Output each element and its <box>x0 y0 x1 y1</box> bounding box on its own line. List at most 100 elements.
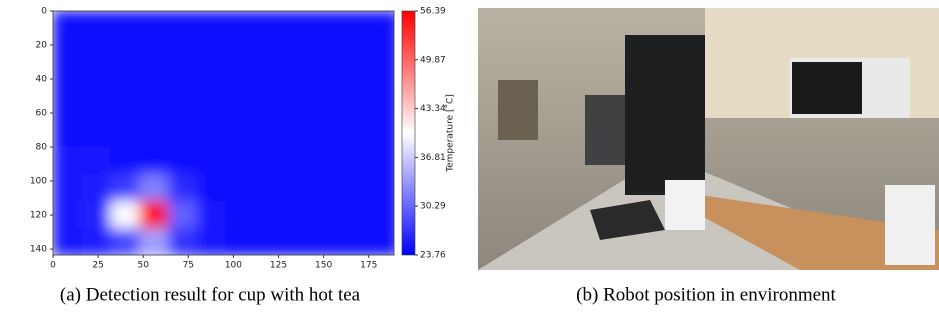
heat-cell <box>53 65 83 93</box>
heat-cell <box>53 147 83 175</box>
heat-cell <box>168 119 198 147</box>
heat-cell <box>341 65 371 93</box>
heat-cell <box>226 65 256 93</box>
heat-cell <box>139 201 169 229</box>
heat-cell <box>341 11 371 39</box>
heat-cell <box>53 92 83 120</box>
colorbar-tick-label: 36.81 <box>420 153 446 163</box>
figure: (a) Detection result for cup with hot te… <box>0 0 939 316</box>
heat-cell <box>139 65 169 93</box>
heat-cell <box>370 38 400 66</box>
heat-cell <box>226 11 256 39</box>
heat-cell <box>139 228 169 256</box>
y-tick-label: 20 <box>36 41 48 51</box>
heat-cell <box>139 119 169 147</box>
heat-cell <box>283 228 313 256</box>
heat-cell <box>312 38 342 66</box>
heat-cell <box>81 174 111 202</box>
heat-cell <box>168 201 198 229</box>
heat-cell <box>341 119 371 147</box>
heat-cell <box>255 38 285 66</box>
heat-cell <box>312 147 342 175</box>
heat-cell <box>197 119 227 147</box>
heat-cell <box>81 201 111 229</box>
y-tick-label: 0 <box>41 7 47 17</box>
heat-cell <box>197 174 227 202</box>
x-tick-label: 75 <box>183 261 194 271</box>
heat-cell <box>81 228 111 256</box>
heat-cell <box>53 228 83 256</box>
heat-cell <box>341 174 371 202</box>
heat-cell <box>139 147 169 175</box>
heat-cell <box>283 65 313 93</box>
heat-cell <box>341 92 371 120</box>
heat-cell <box>255 119 285 147</box>
heat-cell <box>283 11 313 39</box>
heat-cell <box>53 201 83 229</box>
heat-cell <box>370 119 400 147</box>
heat-cell <box>226 201 256 229</box>
y-tick-label: 120 <box>30 211 47 221</box>
colorbar-tick-label: 23.76 <box>420 251 446 261</box>
x-tick-label: 25 <box>92 261 103 271</box>
heat-cell <box>197 228 227 256</box>
heat-cell <box>139 11 169 39</box>
heat-cell <box>53 174 83 202</box>
x-tick-label: 125 <box>270 261 287 271</box>
robot-photo <box>478 8 939 270</box>
x-tick-label: 150 <box>315 261 332 271</box>
heat-cell <box>139 92 169 120</box>
heat-cell <box>81 11 111 39</box>
colorbar-label: Temperature [˚C] <box>445 94 456 173</box>
heat-cell <box>283 119 313 147</box>
heat-cell <box>197 92 227 120</box>
heat-cell <box>341 228 371 256</box>
heat-cell <box>110 201 140 229</box>
heat-cell <box>139 174 169 202</box>
heat-cell <box>255 147 285 175</box>
heat-cell <box>110 92 140 120</box>
heat-cell <box>168 174 198 202</box>
heat-cell <box>255 92 285 120</box>
heat-cell <box>81 92 111 120</box>
heat-cell <box>312 65 342 93</box>
heat-cell <box>312 174 342 202</box>
heat-cell <box>168 11 198 39</box>
heat-cell <box>255 201 285 229</box>
heat-cell <box>341 147 371 175</box>
x-tick-label: 50 <box>137 261 149 271</box>
x-tick-label: 175 <box>360 261 377 271</box>
heat-cell <box>370 92 400 120</box>
heat-cell <box>110 228 140 256</box>
colorbar <box>402 11 415 255</box>
heat-cell <box>168 65 198 93</box>
y-tick-label: 40 <box>36 75 48 85</box>
heat-cell <box>370 174 400 202</box>
heat-cell <box>370 228 400 256</box>
heat-cell <box>81 119 111 147</box>
heat-cell <box>226 228 256 256</box>
x-tick-label: 0 <box>50 261 56 271</box>
heat-cell <box>341 201 371 229</box>
heat-cell <box>283 201 313 229</box>
heat-cell <box>139 38 169 66</box>
heat-cell <box>197 201 227 229</box>
heat-cell <box>197 11 227 39</box>
heat-cell <box>370 65 400 93</box>
heat-cell <box>283 38 313 66</box>
heat-cell <box>312 11 342 39</box>
heat-cell <box>168 38 198 66</box>
caption: (b) Robot position in environment <box>576 284 836 305</box>
heat-cell <box>226 38 256 66</box>
heat-cell <box>110 174 140 202</box>
caption: (a) Detection result for cup with hot te… <box>60 284 361 305</box>
colorbar-tick-label: 43.34 <box>420 104 446 114</box>
heat-cell <box>53 38 83 66</box>
heat-cell <box>283 92 313 120</box>
heat-cell <box>81 147 111 175</box>
heat-cell <box>255 11 285 39</box>
y-tick-label: 100 <box>30 177 47 187</box>
heat-cell <box>168 147 198 175</box>
heatmap <box>53 11 400 257</box>
heat-cell <box>370 147 400 175</box>
